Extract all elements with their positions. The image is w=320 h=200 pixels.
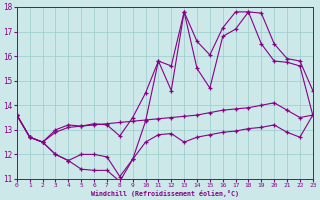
X-axis label: Windchill (Refroidissement éolien,°C): Windchill (Refroidissement éolien,°C) <box>91 190 239 197</box>
